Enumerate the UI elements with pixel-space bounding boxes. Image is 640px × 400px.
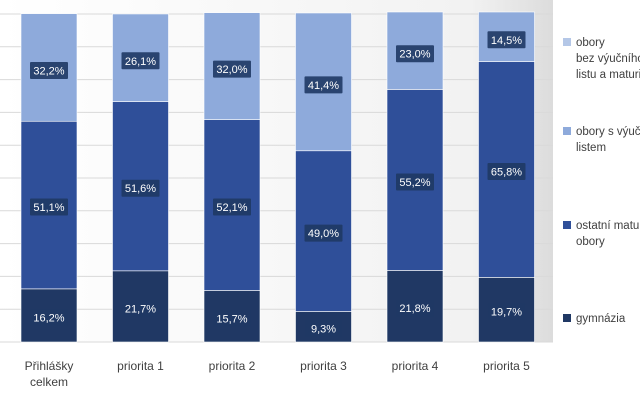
- data-label-text: 19,7%: [491, 307, 522, 319]
- category-label: priorita 2: [209, 359, 256, 373]
- legend-label: gymnázia: [576, 313, 626, 325]
- data-label: 23,0%: [396, 45, 434, 63]
- data-label-text: 51,1%: [33, 202, 64, 214]
- gridlines: [0, 13, 553, 343]
- data-label-text: 49,0%: [308, 228, 339, 240]
- data-label: 19,7%: [487, 303, 526, 321]
- data-label-box: [396, 45, 434, 63]
- legend-swatch: [563, 38, 571, 46]
- legend-entry: obory s výučnímlistem: [563, 126, 640, 154]
- data-label: 15,7%: [213, 309, 251, 327]
- data-label: 49,0%: [304, 224, 343, 242]
- data-label-text: 32,2%: [33, 65, 64, 77]
- data-label: 52,1%: [213, 198, 251, 216]
- data-label-box: [304, 224, 343, 242]
- category-label: priorita 1: [117, 359, 164, 373]
- data-label: 65,8%: [487, 162, 526, 180]
- data-label-text: 55,2%: [399, 177, 430, 189]
- data-label: 21,7%: [121, 299, 160, 317]
- data-label-box: [121, 52, 160, 70]
- data-label-text: 15,7%: [216, 313, 247, 325]
- legend-swatch: [563, 127, 571, 135]
- plot-area: [0, 0, 553, 342]
- data-label-text: 26,1%: [125, 56, 156, 68]
- data-label-box: [396, 173, 434, 191]
- data-label-text: 21,8%: [399, 303, 430, 315]
- data-label-text: 41,4%: [308, 80, 339, 92]
- data-label-box: [304, 76, 343, 94]
- data-label-text: 21,7%: [125, 303, 156, 315]
- data-labels: 16,2% 51,1% 32,2% 21,7% 51,6% 26,1% 15,7% 52,1%…: [30, 31, 526, 338]
- data-label-text: 16,2%: [33, 312, 64, 324]
- data-label: 51,6%: [121, 179, 160, 197]
- category-label: priorita 4: [392, 359, 439, 373]
- data-label: 9,3%: [304, 320, 343, 338]
- data-label-box: [487, 162, 526, 180]
- data-label-box: [30, 308, 68, 326]
- data-label-text: 14,5%: [491, 35, 522, 47]
- legend-label: obory s výučnímlistem: [576, 126, 640, 154]
- data-label: 32,0%: [213, 60, 251, 78]
- data-label-box: [121, 179, 160, 197]
- data-label-box: [213, 198, 251, 216]
- data-label-box: [487, 303, 526, 321]
- data-label-box: [213, 60, 251, 78]
- data-label: 55,2%: [396, 173, 434, 191]
- category-labels: Přihlášky celkem priorita 1 priorita 2 prior…: [25, 359, 531, 389]
- legend-label: ostatní maturitníobory: [576, 220, 640, 248]
- data-label: 21,8%: [396, 299, 434, 317]
- data-label-text: 23,0%: [399, 49, 430, 61]
- data-label-text: 51,6%: [125, 183, 156, 195]
- data-label-box: [30, 61, 68, 79]
- data-label: 16,2%: [30, 308, 68, 326]
- category-label: priorita 5: [483, 359, 530, 373]
- data-label-box: [304, 320, 343, 338]
- data-label: 51,1%: [30, 198, 68, 216]
- legend-entry: ostatní maturitníobory: [563, 220, 640, 248]
- data-label: 32,2%: [30, 61, 68, 79]
- legend-swatch: [563, 221, 571, 229]
- data-label-text: 52,1%: [216, 202, 247, 214]
- data-label-text: 65,8%: [491, 166, 522, 178]
- category-label: Přihlášky celkem: [25, 359, 74, 389]
- data-label: 41,4%: [304, 76, 343, 94]
- data-label-box: [121, 299, 160, 317]
- data-label-box: [396, 299, 434, 317]
- data-label: 26,1%: [121, 52, 160, 70]
- category-label: priorita 3: [300, 359, 347, 373]
- data-label-text: 32,0%: [216, 64, 247, 76]
- legend-entry: gymnázia: [563, 313, 626, 325]
- data-label-text: 9,3%: [311, 324, 336, 336]
- legend-swatch: [563, 314, 571, 322]
- data-label-box: [213, 309, 251, 327]
- data-label-box: [487, 31, 526, 49]
- data-label-box: [30, 198, 68, 216]
- data-label: 14,5%: [487, 31, 526, 49]
